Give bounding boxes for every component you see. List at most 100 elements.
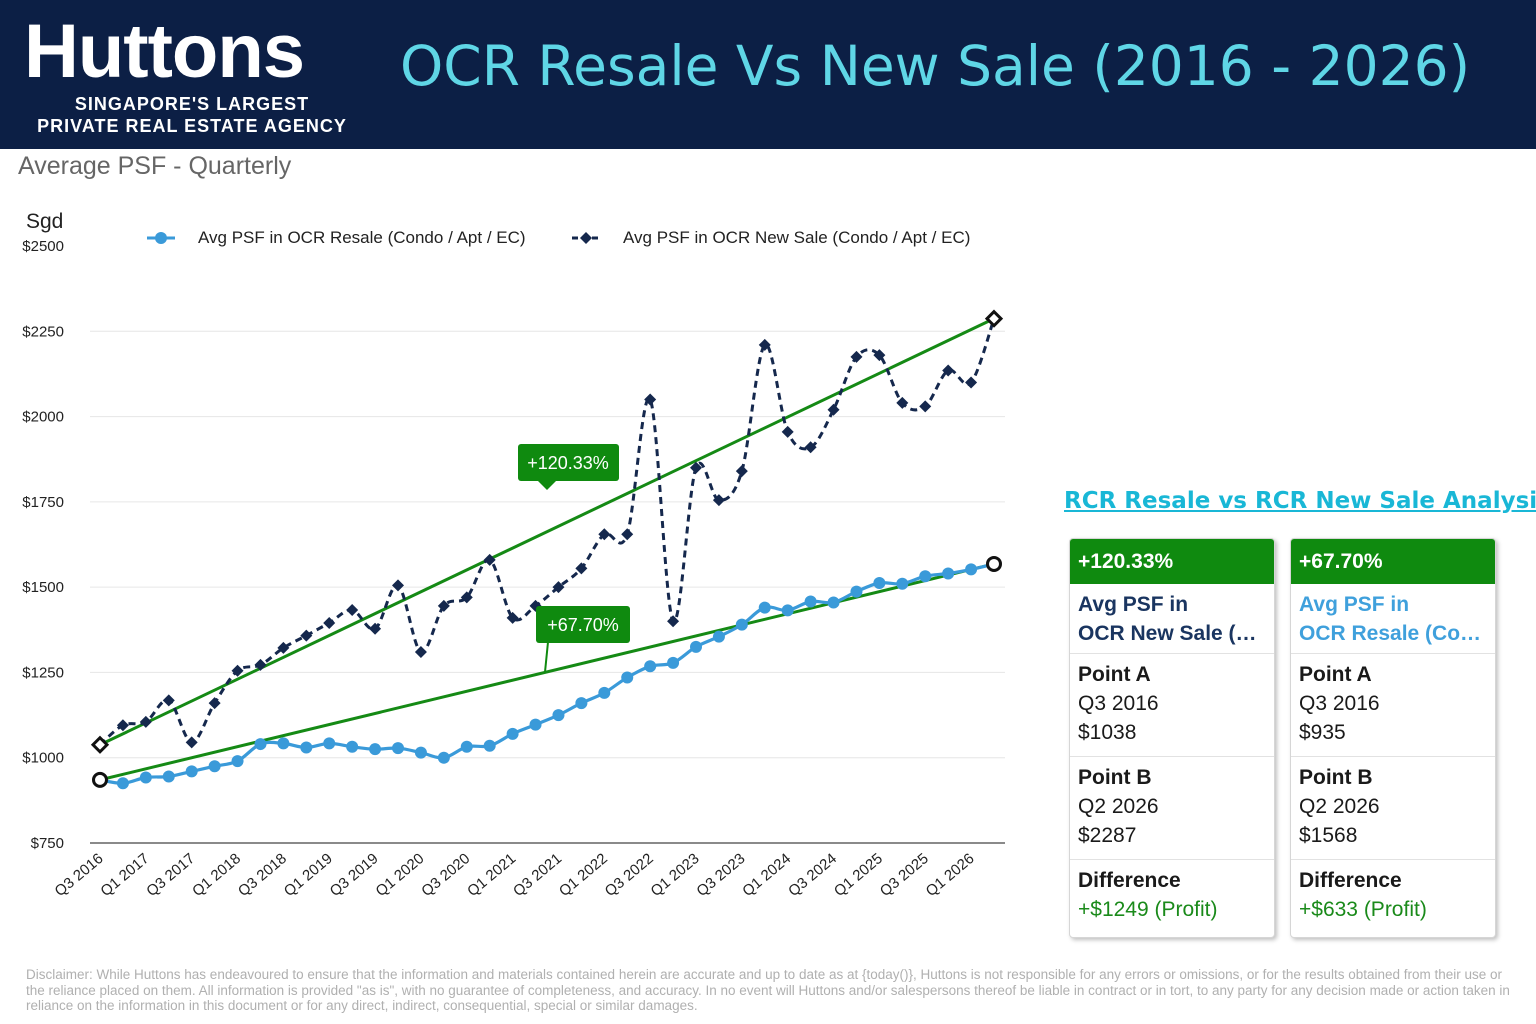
x-tick-label: Q3 2018 [235,850,290,900]
data-point [414,746,427,759]
chart-legend: Avg PSF in OCR Resale (Condo / Apt / EC)… [147,228,970,247]
trend-endpoint-marker [986,555,1002,572]
data-point [231,755,244,768]
point-b-value: $1568 [1299,824,1358,847]
data-point [346,603,359,616]
data-point [392,742,404,755]
difference-value: +$1249 (Profit) [1078,898,1218,921]
data-point [506,727,519,740]
data-point [758,338,771,351]
card-series-name: Avg PSF in OCR Resale (Condo / Apt / EC) [1291,584,1495,654]
card-change-badge: +67.70% [1291,539,1495,584]
data-point [575,562,588,575]
x-tick-label: Q3 2022 [602,850,657,900]
series-line-resale [99,562,995,785]
data-point [139,771,152,784]
chart-trendlines [99,317,995,782]
x-tick-label: Q3 2023 [693,850,748,900]
data-point [208,697,221,710]
analysis-card-resale: +67.70% Avg PSF in OCR Resale (Condo / A… [1290,538,1496,938]
y-tick-label: $1000 [22,750,64,767]
chart-series [98,318,996,790]
data-point [850,350,863,363]
data-point [277,641,290,654]
trend-label-stem [544,641,549,673]
point-a-label: Point A [1078,663,1151,686]
data-point [437,599,450,612]
data-point [185,765,198,778]
data-point [598,686,611,699]
data-point [369,622,382,635]
x-tick-label: Q1 2021 [464,850,519,900]
data-point [185,736,198,749]
data-point [712,494,725,507]
header-banner: Huttons SINGAPORE'S LARGEST PRIVATE REAL… [0,0,1536,149]
line-chart: Sgd $750 $1000 $1250 $1500 $1750 $2000 $2250 $25… [22,210,1005,900]
data-point [644,393,657,406]
legend-marker-new-sale [580,232,592,244]
data-point [644,660,657,673]
data-point [827,596,840,609]
point-b-label: Point B [1299,766,1373,789]
x-tick-label: Q3 2019 [327,850,382,900]
data-point [300,741,313,754]
point-a-value: $1038 [1078,721,1137,744]
data-point [231,664,244,677]
data-point [346,740,359,753]
data-point [690,461,702,474]
trend-endpoint-marker [92,771,108,788]
trend-endpoint-marker [984,309,1004,328]
point-b-period: Q2 2026 [1078,795,1159,818]
data-point [277,737,290,750]
chart-subtitle: Average PSF - Quarterly [18,152,292,180]
data-point [162,770,175,783]
legend-label-new-sale: Avg PSF in OCR New Sale (Condo / Apt / E… [623,228,970,247]
data-point [323,737,336,750]
data-point [850,585,863,598]
data-point [414,645,427,658]
data-point [896,577,909,590]
data-point [919,400,932,413]
data-point [667,656,680,669]
logo-tagline-2: PRIVATE REAL ESTATE AGENCY [37,116,347,136]
logo-tagline-1: SINGAPORE'S LARGEST [74,94,310,114]
data-point [781,604,794,617]
card-point-a: Point A Q3 2016 $1038 [1070,654,1274,757]
x-tick-label: Q3 2016 [52,850,107,900]
huttons-logo: Huttons SINGAPORE'S LARGEST PRIVATE REAL… [24,14,364,138]
trendline [99,317,995,747]
y-tick-label: $2000 [22,409,64,426]
data-point [139,715,152,728]
data-point [323,616,336,629]
data-point [942,364,955,377]
data-point [116,719,129,732]
data-point [942,567,955,580]
data-point [781,425,794,438]
data-point [208,760,221,773]
data-point [804,595,817,608]
disclaimer: Disclaimer: While Huttons has endeavoure… [26,967,1510,1013]
x-tick-label: Q1 2024 [739,850,794,900]
point-a-period: Q3 2016 [1299,692,1380,715]
data-point [460,591,473,604]
data-point [437,751,450,764]
y-tick-label: $750 [31,835,64,852]
trend-label-box [518,444,619,481]
card-series-name-line2: OCR New Sale (Condo / Apt / EC) [1078,622,1266,645]
analysis-title[interactable]: RCR Resale vs RCR New Sale Analysis [1064,488,1536,514]
data-point [300,629,313,642]
data-point [873,349,886,362]
card-point-b: Point B Q2 2026 $1568 [1291,757,1495,860]
y-tick-label: $2500 [22,238,64,255]
data-point [712,630,725,643]
logo-wordmark: Huttons [24,9,305,94]
page-title: OCR Resale Vs New Sale (2016 - 2026) [400,34,1471,98]
trend-label-pointer [538,481,556,490]
card-point-b: Point B Q2 2026 $2287 [1070,757,1274,860]
x-tick-label: Q1 2018 [189,850,244,900]
card-difference: Difference +$1249 (Profit) [1070,860,1274,937]
point-b-value: $2287 [1078,824,1137,847]
data-point [873,577,886,590]
data-point [827,403,840,416]
card-series-name: Avg PSF in OCR New Sale (Condo / Apt / E… [1070,584,1274,654]
